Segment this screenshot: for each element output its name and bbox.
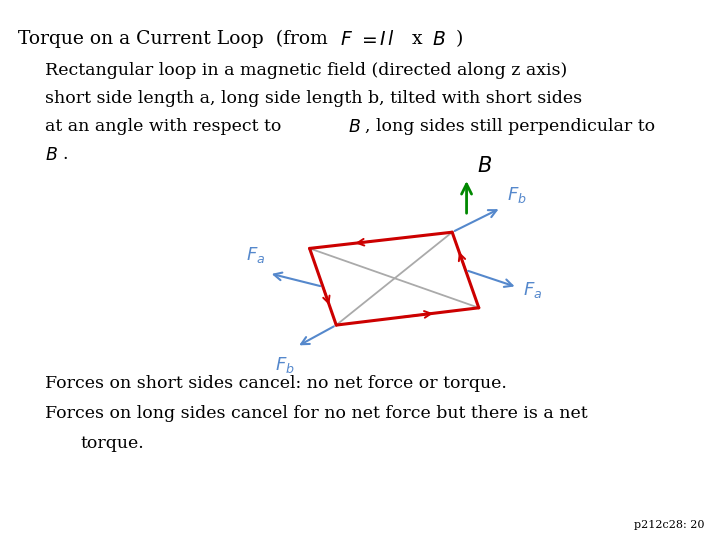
Text: $F_b$: $F_b$ [507,185,526,205]
Text: Rectangular loop in a magnetic field (directed along z axis): Rectangular loop in a magnetic field (di… [45,62,567,79]
Text: $\mathbf{\mathit{B}}$: $\mathbf{\mathit{B}}$ [45,146,58,164]
Text: $F_a$: $F_a$ [246,245,265,265]
Text: $F_a$: $F_a$ [523,280,542,300]
Text: at an angle with respect to: at an angle with respect to [45,118,287,135]
Text: $\mathbf{\mathit{B}}$: $\mathbf{\mathit{B}}$ [348,118,361,136]
Text: $\mathbf{\mathit{B}}$: $\mathbf{\mathit{B}}$ [432,30,446,49]
Text: $F_b$: $F_b$ [275,355,294,375]
Text: short side length a, long side length b, tilted with short sides: short side length a, long side length b,… [45,90,582,107]
Text: x: x [412,30,423,48]
Text: p212c28: 20: p212c28: 20 [634,520,704,530]
Text: , long sides still perpendicular to: , long sides still perpendicular to [365,118,655,135]
Text: Forces on short sides cancel: no net force or torque.: Forces on short sides cancel: no net for… [45,375,506,392]
Text: $=$: $=$ [358,30,377,48]
Text: Torque on a Current Loop  (from: Torque on a Current Loop (from [18,30,334,48]
Text: Forces on long sides cancel for no net force but there is a net: Forces on long sides cancel for no net f… [45,405,588,422]
Text: .: . [62,146,68,163]
Text: $\mathbf{\mathit{F}}$: $\mathbf{\mathit{F}}$ [340,30,353,49]
Text: torque.: torque. [81,435,145,451]
Text: $\mathit{I\,l}$: $\mathit{I\,l}$ [379,30,395,49]
Text: ): ) [450,30,464,48]
Text: $\mathbf{\mathit{B}}$: $\mathbf{\mathit{B}}$ [477,156,492,176]
